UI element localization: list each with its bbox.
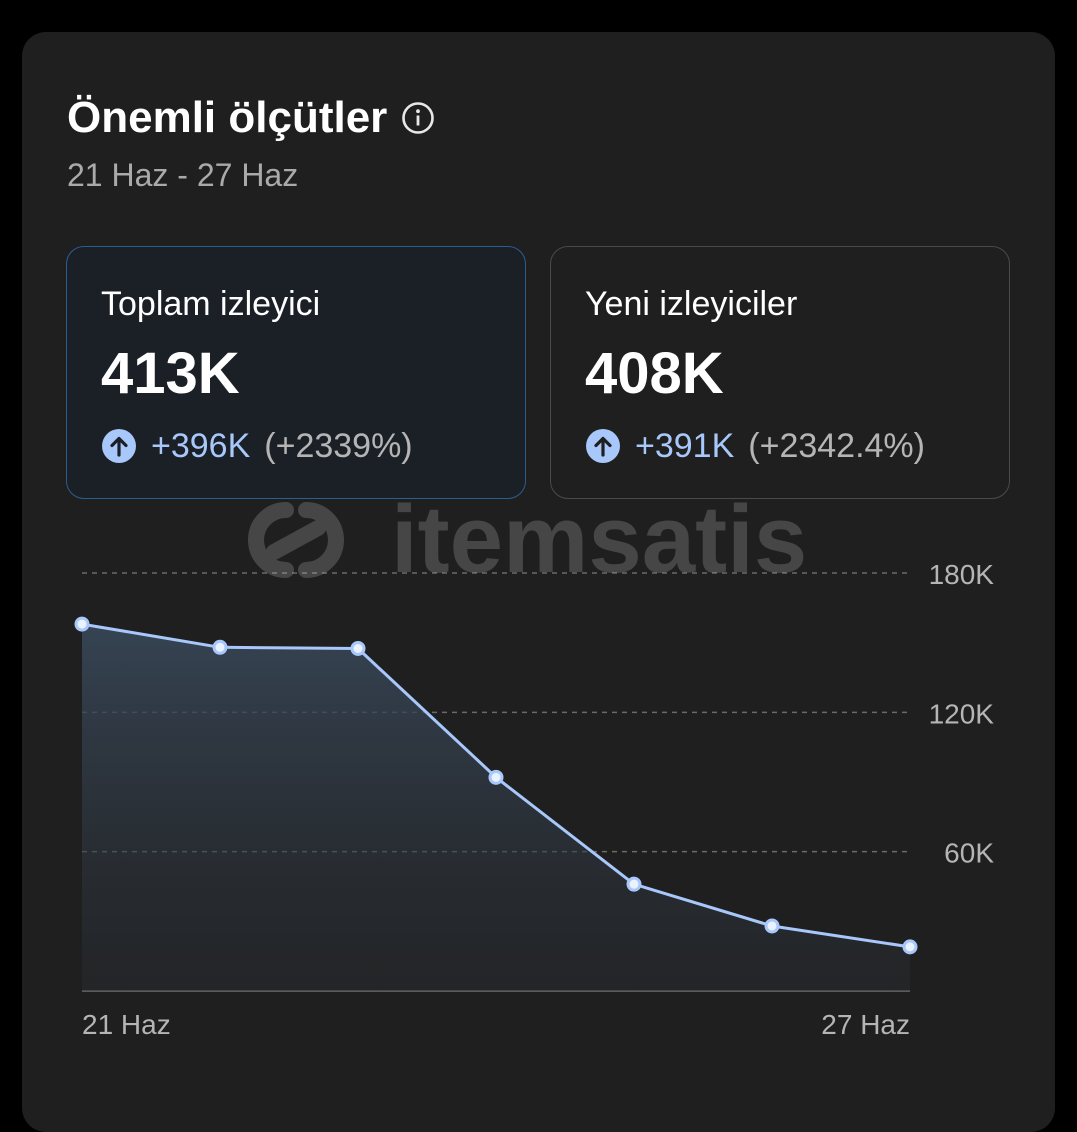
y-tick-label: 180K <box>929 559 995 590</box>
info-icon[interactable] <box>401 101 435 135</box>
metric-card-total-viewers[interactable]: Toplam izleyici 413K +396K (+2339%) <box>66 246 526 499</box>
x-tick-label: 27 Haz <box>821 1009 910 1040</box>
change-percent: (+2342.4%) <box>748 427 925 465</box>
data-point[interactable] <box>626 876 642 892</box>
data-point[interactable] <box>350 640 366 656</box>
title-row: Önemli ölçütler <box>67 92 435 144</box>
y-tick-label: 60K <box>944 838 994 869</box>
watermark-text: itemsatis <box>391 490 807 590</box>
data-point[interactable] <box>74 616 90 632</box>
card-change: +391K (+2342.4%) <box>585 425 925 467</box>
arrow-up-circle-icon <box>102 429 136 463</box>
data-point[interactable] <box>764 918 780 934</box>
card-change: +396K (+2339%) <box>101 425 413 467</box>
date-range: 21 Haz - 27 Haz <box>67 157 299 193</box>
card-label: Toplam izleyici <box>101 285 321 323</box>
change-percent: (+2339%) <box>264 427 413 465</box>
viewers-area-chart: 60K 120K 180K 21 Haz 27 Haz <box>74 559 995 1040</box>
data-point[interactable] <box>902 939 918 955</box>
metric-card-new-viewers[interactable]: Yeni izleyiciler 408K +391K (+2342.4%) <box>550 246 1010 499</box>
change-absolute: +391K <box>635 427 735 465</box>
y-tick-label: 120K <box>929 698 995 729</box>
page-title: Önemli ölçütler <box>67 93 388 142</box>
x-tick-label: 21 Haz <box>82 1009 171 1040</box>
data-point[interactable] <box>488 769 504 785</box>
watermark-logo: itemsatis <box>248 490 807 590</box>
series-area <box>82 624 910 991</box>
card-label: Yeni izleyiciler <box>585 285 798 323</box>
card-value: 408K <box>585 341 724 406</box>
card-value: 413K <box>101 341 240 406</box>
change-absolute: +396K <box>151 427 251 465</box>
data-point[interactable] <box>212 639 228 655</box>
arrow-up-circle-icon <box>586 429 620 463</box>
